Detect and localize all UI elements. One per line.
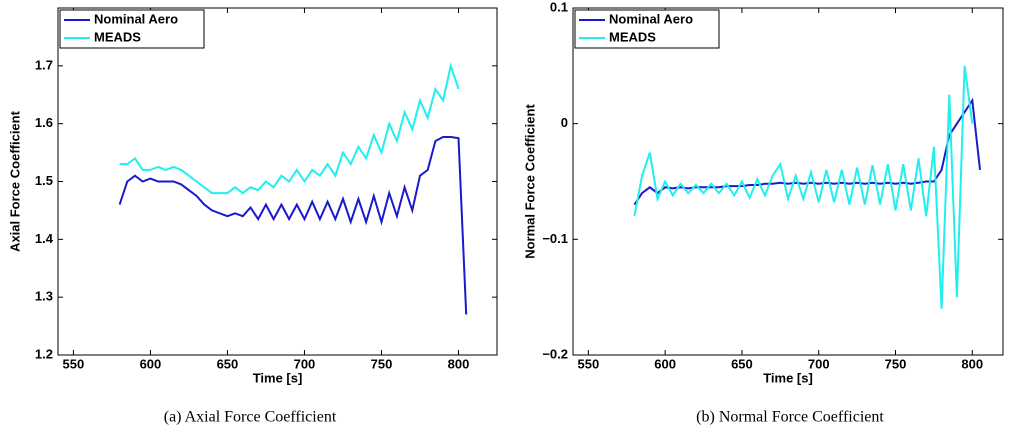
x-tick-label: 550	[578, 356, 600, 371]
y-tick-label: 1.2	[35, 346, 53, 361]
x-tick-label: 700	[808, 356, 830, 371]
data-line	[118, 136, 468, 315]
data-line	[119, 62, 460, 195]
legend-label: MEADS	[94, 29, 141, 44]
x-tick-label: 650	[217, 356, 239, 371]
x-tick-label: 700	[294, 356, 316, 371]
x-tick-label: 600	[140, 356, 162, 371]
x-tick-label: 800	[961, 356, 983, 371]
y-tick-label: −0.1	[542, 231, 568, 246]
y-tick-label: −0.2	[542, 346, 568, 361]
x-tick-label: 600	[654, 356, 676, 371]
y-tick-label: 1.7	[35, 57, 53, 72]
x-tick-label: 550	[63, 356, 85, 371]
y-tick-label: 1.5	[35, 173, 53, 188]
y-tick-label: 1.6	[35, 115, 53, 130]
x-axis-label: Time [s]	[763, 370, 813, 385]
y-axis-label: Normal Force Coefficient	[522, 104, 537, 259]
legend-box	[574, 9, 720, 49]
y-tick-label: 0	[561, 115, 568, 130]
y-tick-label: 1.4	[35, 231, 54, 246]
x-tick-label: 750	[885, 356, 907, 371]
caption: (a) Axial Force Coefficient	[164, 409, 337, 426]
legend-label: Nominal Aero	[94, 11, 178, 26]
y-tick-label: 0.1	[550, 0, 568, 14]
data-line	[633, 65, 974, 309]
plot-frame	[57, 7, 498, 356]
y-axis-label: Axial Force Coefficient	[7, 110, 22, 252]
caption: (b) Normal Force Coefficient	[696, 409, 884, 426]
legend-label: Nominal Aero	[609, 11, 693, 26]
y-tick-label: 1.3	[35, 289, 53, 304]
x-tick-label: 800	[448, 356, 470, 371]
x-axis-label: Time [s]	[253, 370, 303, 385]
legend-box	[59, 9, 205, 49]
x-tick-label: 750	[371, 356, 393, 371]
legend-label: MEADS	[609, 29, 656, 44]
plot-frame	[572, 7, 1004, 356]
x-tick-label: 650	[731, 356, 753, 371]
